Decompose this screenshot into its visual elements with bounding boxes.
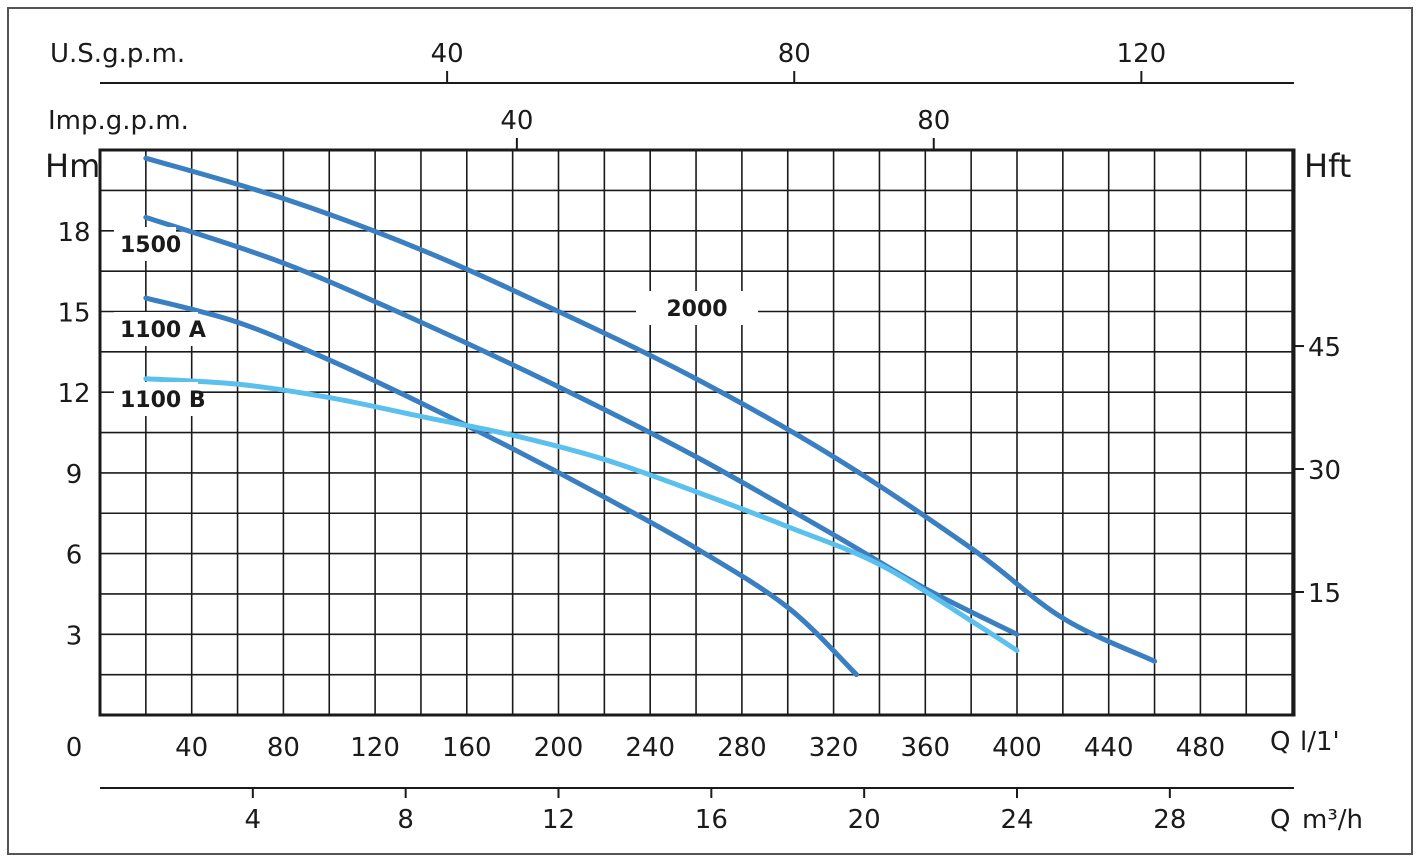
y-tick-label: 15	[57, 299, 90, 329]
m3h-tick-label: 20	[848, 805, 881, 835]
series-label-bg	[114, 382, 198, 416]
y2-tick-label: 45	[1308, 333, 1341, 363]
series-label-bg	[636, 291, 758, 325]
y2-tick-label: 15	[1308, 579, 1341, 609]
m3h-tick-label: 16	[695, 805, 728, 835]
x-tick-label: 40	[175, 733, 208, 763]
series-labels: 2000 1500 1100 A 1100 B	[114, 227, 758, 416]
unit-label-q-m3h: Q	[1270, 805, 1290, 835]
x-tick-label: 0	[66, 733, 83, 763]
m3h-tick-label: 12	[542, 805, 575, 835]
m3h-tick-label: 4	[245, 805, 262, 835]
x-tick-label: 80	[267, 733, 300, 763]
series-label-bg	[114, 227, 176, 261]
series-line-2000	[143, 155, 1158, 664]
series-line-1100-a	[143, 295, 860, 678]
usgpm-tick-label: 40	[431, 39, 464, 69]
x-tick-label: 400	[992, 733, 1042, 763]
impgpm-tick-label: 40	[500, 106, 533, 136]
unit-label-usgpm: U.S.g.p.m.	[50, 39, 185, 69]
series-label: 2000	[666, 297, 727, 322]
x-tick-label: 280	[717, 733, 767, 763]
unit-label-lpm: l/1'	[1300, 727, 1340, 757]
y-tick-label: 6	[66, 541, 83, 571]
y-tick-label: 18	[57, 218, 90, 248]
m3h-tick-label: 28	[1153, 805, 1186, 835]
unit-label-impgpm: Imp.g.p.m.	[48, 106, 189, 136]
x-tick-label: 360	[900, 733, 950, 763]
x-tick-label: 440	[1084, 733, 1134, 763]
unit-labels: Hm Hft U.S.g.p.m. Imp.g.p.m. Q l/1' Q m³/h	[45, 39, 1363, 835]
x-tick-label: 160	[442, 733, 492, 763]
y-tick-label: 3	[66, 621, 83, 651]
unit-label-hft: Hft	[1304, 147, 1351, 185]
y-tick-label: 12	[57, 379, 90, 409]
series-label-bg	[114, 312, 198, 346]
y2-tick-label: 30	[1308, 456, 1341, 486]
grid	[100, 149, 1294, 715]
usgpm-tick-label: 80	[778, 39, 811, 69]
series-line-1100-b	[143, 376, 1020, 653]
x-tick-label: 120	[350, 733, 400, 763]
x-tick-label: 480	[1176, 733, 1226, 763]
usgpm-tick-label: 120	[1117, 39, 1167, 69]
series-group	[143, 155, 1158, 678]
y-tick-label: 9	[66, 460, 83, 490]
unit-label-m3h: m³/h	[1302, 805, 1363, 835]
x-tick-label: 240	[625, 733, 675, 763]
unit-label-hm: Hm	[45, 147, 100, 185]
x-tick-label: 320	[809, 733, 859, 763]
series-label: 1100 B	[120, 388, 206, 413]
x-tick-label: 200	[534, 733, 584, 763]
chart-frame	[7, 7, 1413, 855]
series-label: 1500	[120, 233, 181, 258]
impgpm-tick-label: 80	[917, 106, 950, 136]
m3h-tick-label: 24	[1000, 805, 1033, 835]
unit-label-q-lpm: Q	[1270, 727, 1290, 757]
m3h-tick-label: 8	[397, 805, 414, 835]
series-label: 1100 A	[120, 318, 206, 343]
plot-border	[98, 148, 1296, 717]
